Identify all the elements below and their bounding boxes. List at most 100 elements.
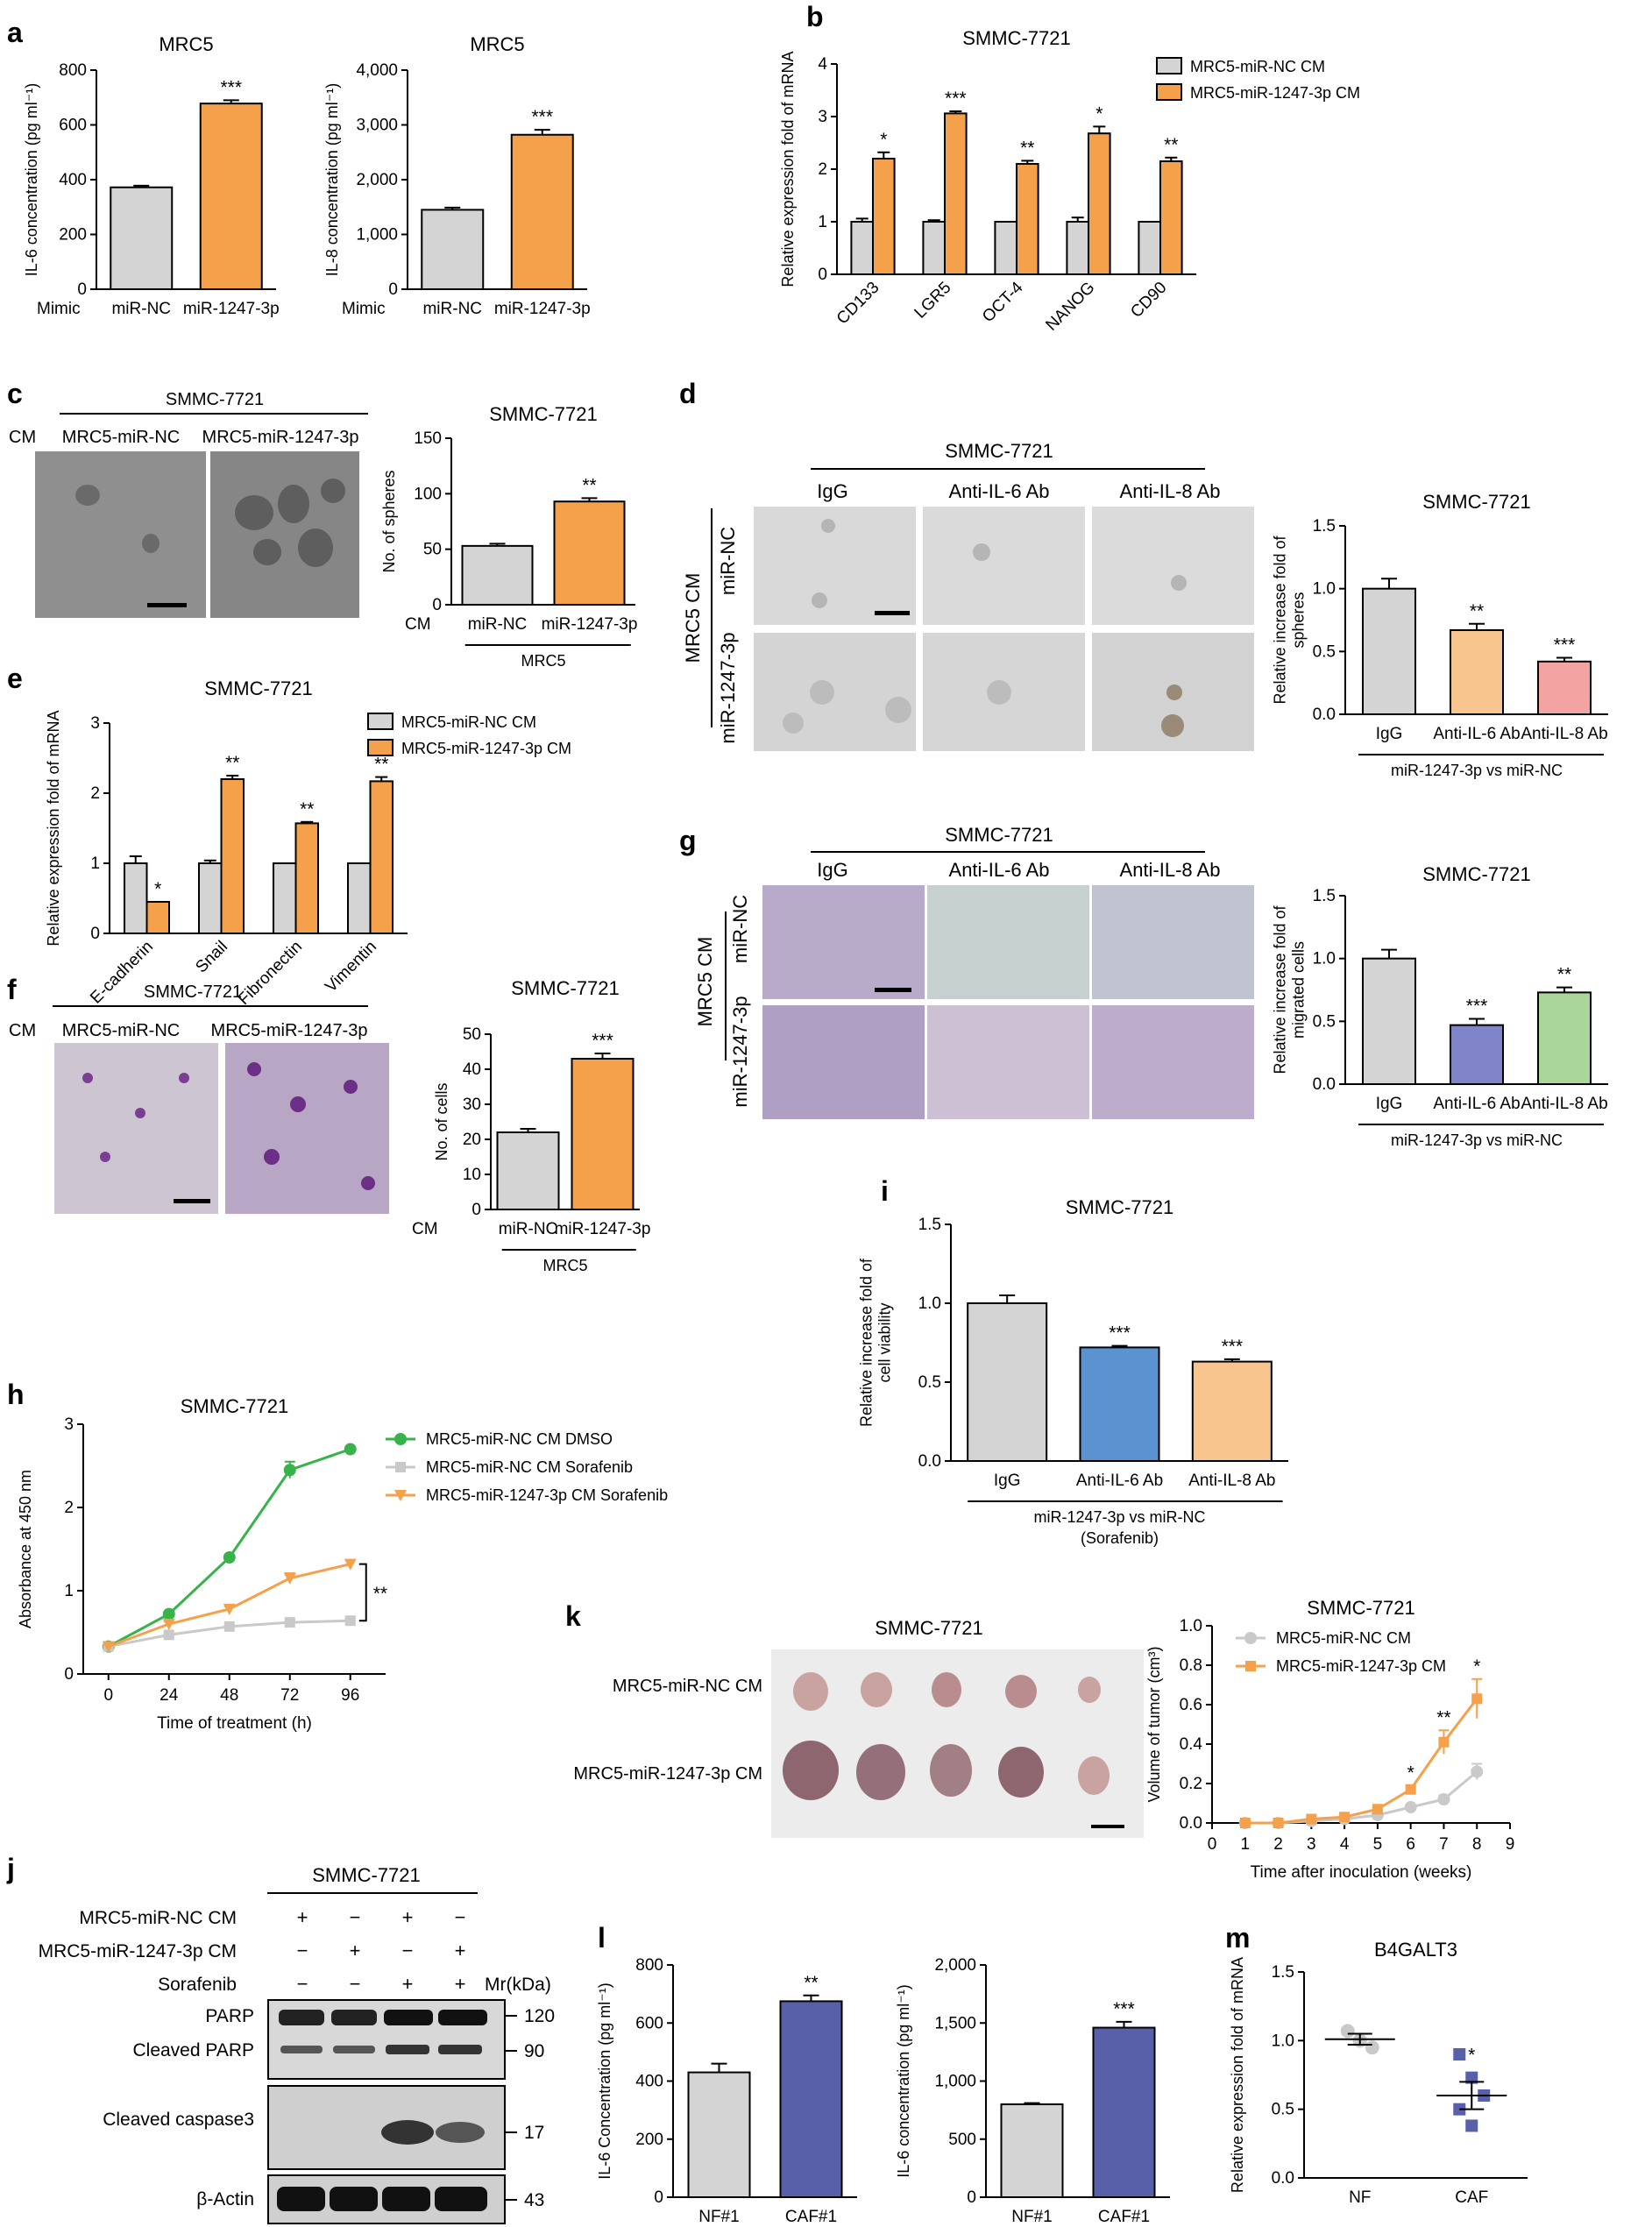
side-label: MRC5 CM xyxy=(694,937,716,1027)
y-tick-label: 1,500 xyxy=(934,2014,976,2032)
bar xyxy=(1191,1360,1273,1462)
x-tick-label: 9 xyxy=(1506,1835,1515,1854)
panel-letter-h: h xyxy=(7,1379,25,1410)
panel-letter-c: c xyxy=(7,378,23,409)
cell-mark xyxy=(82,1073,93,1083)
data-point xyxy=(344,1558,357,1571)
data-point xyxy=(1471,1693,1483,1705)
y-tick-label: 2,000 xyxy=(934,1956,976,1975)
x-tick-label: 48 xyxy=(220,1686,238,1705)
x-tick-label: Fibronectin xyxy=(235,938,306,1009)
blot-band xyxy=(436,2122,485,2143)
chart-title: SMMC-7721 xyxy=(489,403,597,425)
data-point xyxy=(1340,2024,1355,2039)
series-line xyxy=(108,1448,351,1648)
blot-band xyxy=(333,2046,375,2053)
y-tick-label: 0 xyxy=(967,2188,976,2207)
column-label: MRC5-miR-NC xyxy=(62,1021,180,1040)
sphere-mark xyxy=(278,485,309,523)
cell-mark xyxy=(247,1062,261,1076)
x-tick-label: 3 xyxy=(1307,1835,1316,1854)
bar xyxy=(1138,221,1162,275)
y-tick-label: 50 xyxy=(423,541,442,559)
panel-letter-m: m xyxy=(1225,1922,1250,1954)
group-label: miR-1247-3p vs miR-NC xyxy=(1391,1131,1563,1149)
y-tick-label: 1.5 xyxy=(1313,517,1336,535)
y-tick-label: 200 xyxy=(59,226,87,245)
bar xyxy=(779,2000,843,2198)
y-tick-label: 600 xyxy=(635,2014,663,2032)
scale-bar xyxy=(875,988,911,992)
bar xyxy=(1079,1346,1160,1463)
data-point xyxy=(394,1490,407,1501)
data-point xyxy=(1453,2048,1466,2060)
legend-label: MRC5-miR-NC CM xyxy=(1276,1629,1411,1647)
panel-letter-k: k xyxy=(565,1600,581,1632)
row-label: miR-1247-3p xyxy=(729,996,751,1107)
x-tick-label: miR-NC xyxy=(499,1220,558,1238)
y-tick-label: 50 xyxy=(463,1025,481,1044)
sphere-mark xyxy=(812,592,827,608)
data-point xyxy=(283,1464,296,1477)
bar xyxy=(199,103,263,290)
sphere-mark xyxy=(75,485,100,506)
panel-letter-g: g xyxy=(679,825,697,856)
y-tick-label: 10 xyxy=(463,1166,481,1184)
cell-mark xyxy=(135,1108,145,1118)
micrograph-image xyxy=(762,1005,925,1119)
group-label: miR-1247-3p vs miR-NC xyxy=(1033,1508,1205,1526)
y-tick-label: 1.0 xyxy=(918,1294,941,1313)
mr-header: Mr(kDa) xyxy=(485,1975,551,1995)
micrograph-image xyxy=(210,451,359,618)
x-tick-label: 72 xyxy=(280,1686,299,1705)
chart-k: 0.0 0.2 0.4 0.6 0.8 1.0 Volume of tumor (cm³) S… xyxy=(1145,1597,1514,1882)
scale-bar xyxy=(1091,1825,1124,1828)
chart-b: 0 1 2 3 4 Relative expression fold of mRNA SMM… xyxy=(779,27,1360,335)
bar xyxy=(687,2071,751,2198)
tumor-mark xyxy=(783,1741,839,1800)
x-axis-label: Time after inoculation (weeks) xyxy=(1251,1863,1472,1882)
x-tick-label: NF xyxy=(1349,2188,1371,2207)
cell-mark xyxy=(264,1149,280,1165)
cell-mark xyxy=(290,1096,306,1112)
data-point xyxy=(1306,1813,1317,1825)
x-tick-label: NF#1 xyxy=(698,2208,739,2226)
column-label: Anti-IL-8 Ab xyxy=(1120,480,1221,502)
row-label: CM xyxy=(9,1021,36,1040)
y-axis-label: IL-6 concentration (pg ml⁻¹) xyxy=(23,83,40,277)
x-tick-label: 8 xyxy=(1472,1835,1482,1854)
legend-label: MRC5-miR-NC CM DMSO xyxy=(426,1430,613,1448)
chart-l1: 0 200 400 600 800 IL-6 Concentration (pg ml⁻¹… xyxy=(596,1956,857,2226)
significance-label: *** xyxy=(531,107,553,127)
bar xyxy=(220,778,245,934)
data-point xyxy=(1405,1784,1416,1795)
chart-m: 0.0 0.5 1.0 1.5 Relative expression fold of … xyxy=(1229,1939,1528,2207)
x-tick-label: 0 xyxy=(103,1686,113,1705)
x-tick-label: LGR5 xyxy=(911,279,955,323)
data-point xyxy=(1437,1793,1450,1805)
row-label: CM xyxy=(9,428,36,447)
blot-band xyxy=(277,2187,325,2211)
tumor-photo-panel-k: SMMC-7721 MRC5-miR-NC CM MRC5-miR-1247-3… xyxy=(573,1617,1144,1838)
chart-title: MRC5 xyxy=(159,33,213,55)
x-tick-label: 4 xyxy=(1340,1835,1350,1854)
bar xyxy=(1362,587,1416,716)
panel-letter-l: l xyxy=(598,1922,606,1954)
data-point xyxy=(1245,1661,1256,1671)
legend-swatch xyxy=(367,739,394,756)
bar xyxy=(994,221,1018,275)
chart-h: 0 1 2 3 Absorbance at 450 nm SMMC-7721 0 24 48 72… xyxy=(17,1395,668,1733)
group-label: (Sorafenib) xyxy=(1081,1529,1159,1547)
data-point xyxy=(223,1621,235,1632)
sphere-mark xyxy=(810,680,834,705)
bar xyxy=(461,544,534,606)
tumor-mark xyxy=(1078,1677,1101,1703)
y-axis-label: No. of cells xyxy=(433,1082,450,1160)
y-axis-label: Relative expression fold of mRNA xyxy=(1229,1957,1246,2193)
y-tick-label: 1 xyxy=(818,213,827,231)
y-tick-label: 1.5 xyxy=(1272,1963,1294,1982)
panel-letter-d: d xyxy=(679,378,697,409)
y-tick-label: 0.5 xyxy=(918,1373,941,1392)
y-axis-label: IL-8 concentration (pg ml⁻¹) xyxy=(323,83,341,277)
